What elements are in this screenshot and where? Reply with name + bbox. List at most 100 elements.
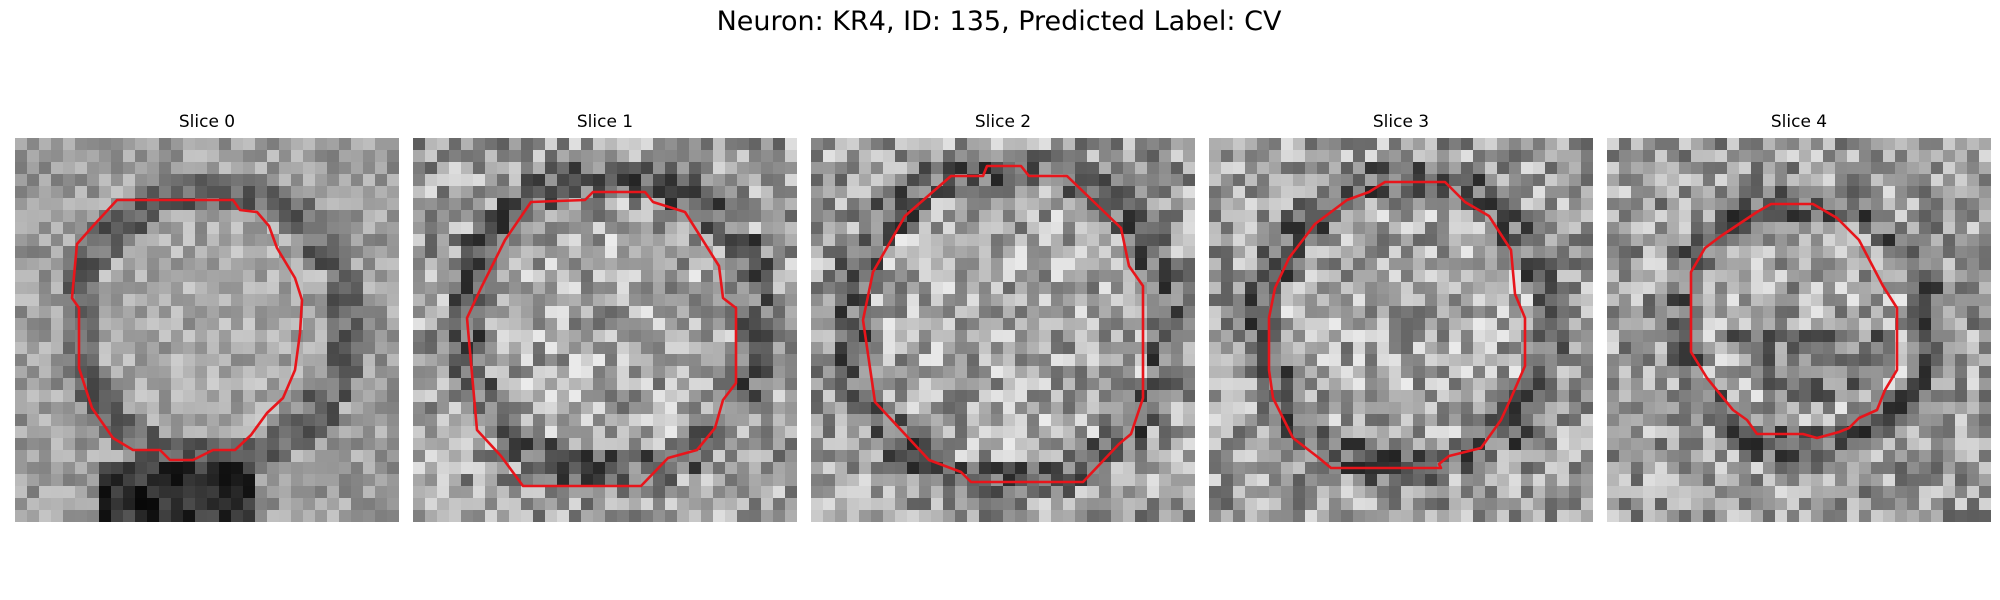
pixel-cell: [1147, 318, 1160, 331]
pixel-cell: [1727, 366, 1740, 379]
pixel-cell: [1859, 174, 1872, 187]
pixel-cell: [677, 390, 690, 403]
pixel-cell: [773, 474, 786, 487]
pixel-cell: [1763, 162, 1776, 175]
pixel-cell: [159, 138, 172, 151]
pixel-cell: [859, 438, 872, 451]
pixel-cell: [461, 162, 474, 175]
pixel-cell: [1281, 474, 1294, 487]
pixel-cell: [1667, 150, 1680, 163]
pixel-cell: [1955, 450, 1968, 463]
pixel-cell: [1015, 138, 1028, 151]
pixel-cell: [135, 174, 148, 187]
pixel-cell: [1871, 426, 1884, 439]
pixel-cell: [497, 402, 510, 415]
pixel-cell: [1111, 150, 1124, 163]
pixel-cell: [1401, 210, 1414, 223]
pixel-cell: [509, 282, 522, 295]
pixel-cell: [1859, 426, 1872, 439]
pixel-cell: [39, 150, 52, 163]
pixel-cell: [449, 390, 462, 403]
pixel-cell: [303, 486, 316, 499]
pixel-cell: [1245, 258, 1258, 271]
pixel-cell: [413, 450, 426, 463]
pixel-cell: [931, 210, 944, 223]
pixel-cell: [1449, 510, 1462, 522]
pixel-cell: [461, 402, 474, 415]
pixel-cell: [1039, 306, 1052, 319]
pixel-cell: [1233, 270, 1246, 283]
pixel-cell: [1365, 282, 1378, 295]
pixel-cell: [1099, 306, 1112, 319]
pixel-cell: [677, 282, 690, 295]
pixel-cell: [1763, 450, 1776, 463]
pixel-cell: [1257, 390, 1270, 403]
pixel-cell: [39, 390, 52, 403]
pixel-cell: [883, 318, 896, 331]
pixel-cell: [773, 270, 786, 283]
pixel-cell: [557, 162, 570, 175]
pixel-cell: [811, 402, 824, 415]
pixel-cell: [773, 462, 786, 475]
pixel-cell: [1365, 438, 1378, 451]
pixel-cell: [677, 246, 690, 259]
pixel-cell: [1703, 330, 1716, 343]
pixel-cell: [99, 366, 112, 379]
pixel-cell: [1619, 138, 1632, 151]
pixel-cell: [159, 246, 172, 259]
pixel-cell: [785, 402, 797, 415]
pixel-cell: [63, 354, 76, 367]
pixel-cell: [629, 294, 642, 307]
pixel-cell: [1473, 354, 1486, 367]
pixel-cell: [617, 270, 630, 283]
pixel-cell: [1437, 318, 1450, 331]
pixel-cell: [1099, 450, 1112, 463]
pixel-cell: [99, 450, 112, 463]
pixel-cell: [761, 498, 774, 511]
pixel-cell: [339, 306, 352, 319]
pixel-cell: [461, 414, 474, 427]
pixel-cell: [1631, 426, 1644, 439]
pixel-cell: [1461, 474, 1474, 487]
pixel-cell: [1557, 270, 1570, 283]
pixel-cell: [931, 510, 944, 522]
pixel-cell: [15, 426, 28, 439]
pixel-cell: [27, 438, 40, 451]
pixel-cell: [1171, 246, 1184, 259]
pixel-cell: [701, 270, 714, 283]
pixel-cell: [1245, 174, 1258, 187]
pixel-cell: [569, 282, 582, 295]
pixel-cell: [749, 198, 762, 211]
pixel-cell: [195, 462, 208, 475]
pixel-cell: [1123, 486, 1136, 499]
pixel-cell: [1727, 414, 1740, 427]
pixel-cell: [1569, 222, 1582, 235]
pixel-cell: [689, 366, 702, 379]
pixel-cell: [1521, 150, 1534, 163]
pixel-cell: [339, 378, 352, 391]
pixel-cell: [1643, 450, 1656, 463]
pixel-cell: [1365, 354, 1378, 367]
pixel-cell: [1955, 282, 1968, 295]
pixel-cell: [883, 486, 896, 499]
pixel-cell: [1245, 246, 1258, 259]
pixel-cell: [327, 306, 340, 319]
pixel-cell: [1111, 174, 1124, 187]
pixel-cell: [991, 414, 1004, 427]
pixel-cell: [545, 186, 558, 199]
pixel-cell: [713, 162, 726, 175]
pixel-cell: [1557, 510, 1570, 522]
pixel-cell: [1075, 366, 1088, 379]
pixel-cell: [219, 498, 232, 511]
pixel-cell: [75, 210, 88, 223]
pixel-cell: [1775, 306, 1788, 319]
pixel-cell: [255, 462, 268, 475]
pixel-cell: [1581, 270, 1593, 283]
pixel-cell: [761, 402, 774, 415]
pixel-cell: [569, 498, 582, 511]
pixel-cell: [569, 138, 582, 151]
pixel-cell: [737, 138, 750, 151]
pixel-cell: [955, 162, 968, 175]
pixel-cell: [1377, 138, 1390, 151]
pixel-cell: [1281, 162, 1294, 175]
